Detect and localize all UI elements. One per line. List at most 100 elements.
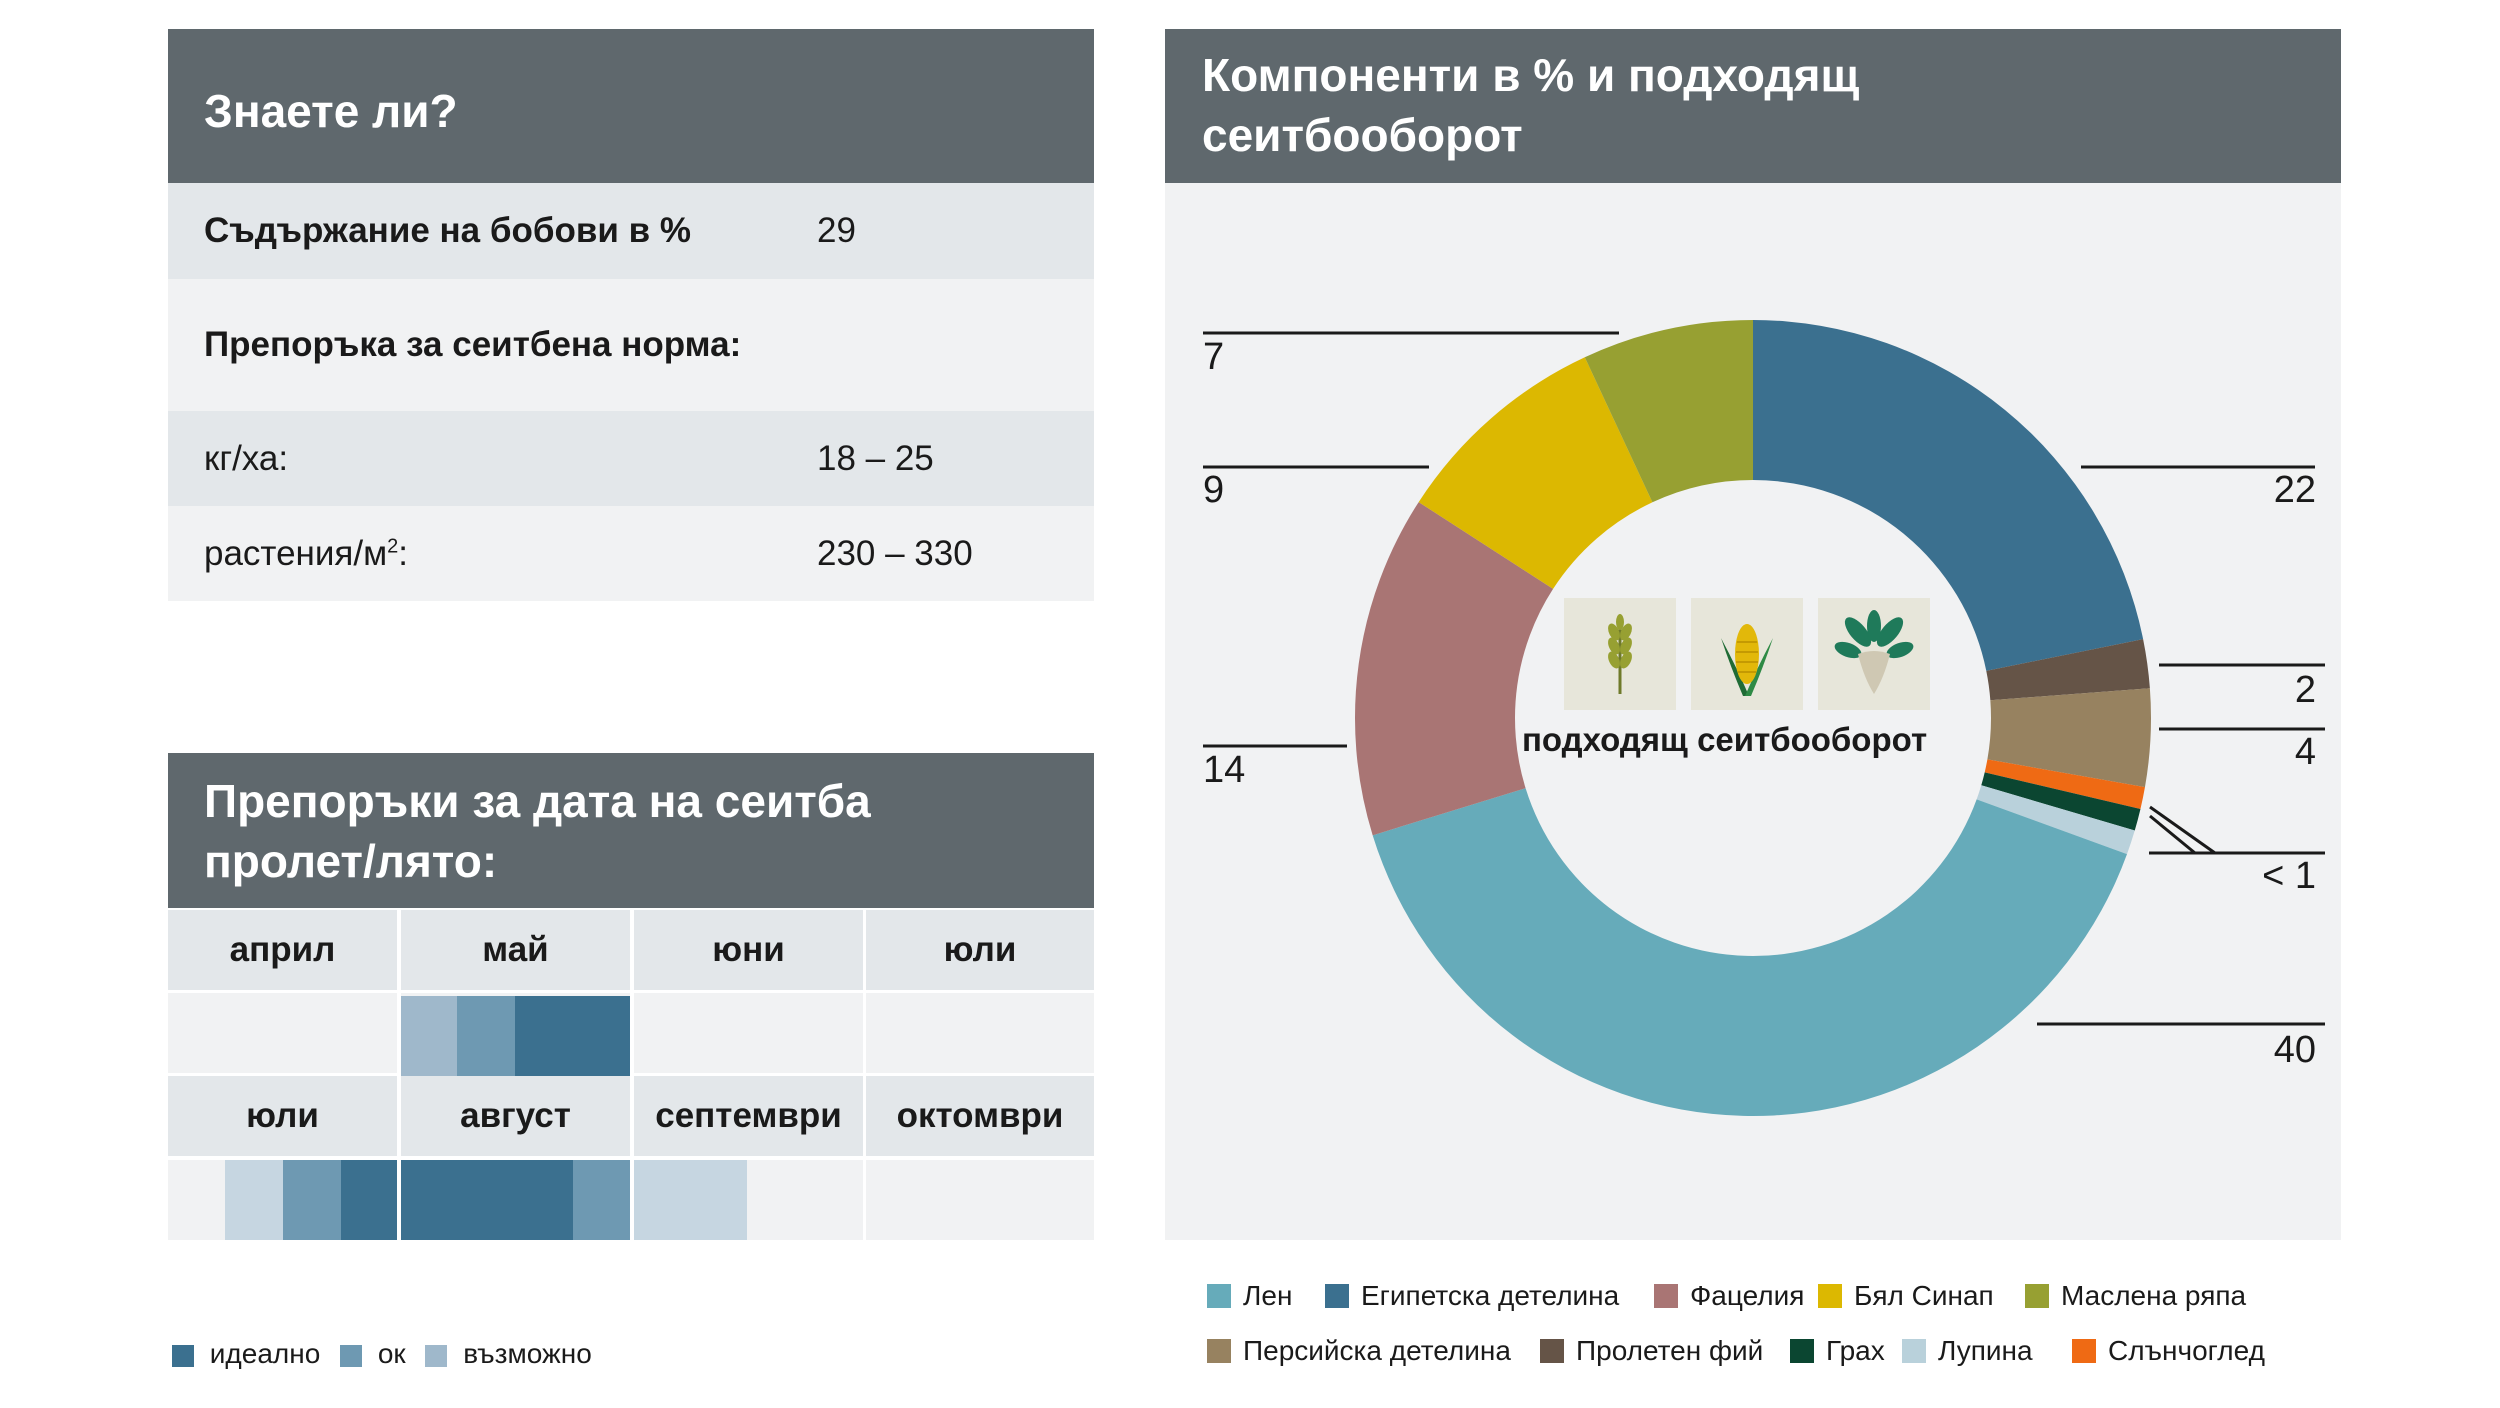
donut-slice <box>1372 788 2127 1116</box>
legend-swatch <box>1790 1339 1814 1363</box>
value-label: 40 <box>2273 1029 2316 1071</box>
month-cell: юли <box>866 910 1094 990</box>
value-label: 2 <box>2294 669 2316 711</box>
window-faint <box>634 1160 747 1240</box>
center-label: подходящ сеитбооборот <box>1522 721 1928 758</box>
kg-value: 18 – 25 <box>817 439 934 478</box>
legend-possible-swatch <box>425 1344 448 1367</box>
rate-row: Препоръка за сеитбена норма: <box>168 279 1094 411</box>
components-panel-title: Компоненти в % и подходящ сеитбооборот <box>1165 29 2341 183</box>
legend-label: Бял Синап <box>1854 1280 1994 1311</box>
month-cell: септември <box>634 1076 863 1156</box>
window-ideal <box>515 996 630 1076</box>
legend-swatch <box>2072 1339 2096 1363</box>
beet-icon <box>1818 598 1930 710</box>
legend-label: Лен <box>1243 1280 1293 1311</box>
legend-item: Слънчоглед <box>2072 1335 2265 1367</box>
plants-value: 230 – 330 <box>817 534 973 573</box>
donut-slice <box>1355 502 1554 836</box>
know-title-text: Знаете ли? <box>204 85 458 137</box>
legend-swatch <box>1325 1284 1349 1308</box>
legend-label: Пролетен фий <box>1576 1335 1764 1366</box>
leader-line <box>2149 814 2196 855</box>
window-ideal <box>401 1160 573 1240</box>
donut-chart <box>1203 320 2325 1116</box>
donut-slice <box>1984 759 2145 809</box>
legend-swatch <box>1818 1284 1842 1308</box>
donut-slice <box>1753 320 2144 671</box>
donut-slice <box>1976 785 2135 855</box>
legend-swatch <box>1654 1284 1678 1308</box>
legend-item: Маслена ряпа <box>2025 1280 2246 1312</box>
donut-slice <box>1584 320 1753 503</box>
value-label: 7 <box>1203 336 1225 378</box>
value-label: < 1 <box>2262 855 2316 897</box>
legend-item: Пролетен фий <box>1540 1335 1763 1367</box>
legend-swatch <box>1207 1339 1231 1363</box>
month-cell: май <box>401 910 630 990</box>
legend-item: Грах <box>1790 1335 1885 1367</box>
rate-label: Препоръка за сеитбена норма: <box>204 325 742 364</box>
donut-slice <box>1986 639 2150 701</box>
bar-cell <box>634 993 863 1073</box>
legend-swatch <box>1207 1284 1231 1308</box>
month-cell: август <box>401 1076 630 1156</box>
bar-cell <box>866 1160 1094 1240</box>
window-ok <box>573 1160 630 1240</box>
legend-ideal-label: идеално <box>209 1338 321 1369</box>
legend-label: Фацелия <box>1690 1280 1805 1311</box>
legend-item: Фацелия <box>1654 1280 1804 1312</box>
legend-possible-label: възможно <box>463 1338 592 1369</box>
legend-label: Персийска детелина <box>1243 1335 1511 1366</box>
legend-label: Египетска детелина <box>1361 1280 1620 1311</box>
dates-panel-title: Препоръки за дата на сеитба пролет/лято: <box>168 753 1094 908</box>
window-ok <box>283 1160 341 1240</box>
wheat-icon <box>1564 598 1676 710</box>
plants-label: растения/м2: <box>204 534 408 574</box>
legend-item: Лен <box>1207 1280 1292 1312</box>
legend-item: Лупина <box>1902 1335 2033 1367</box>
plants-sup: 2 <box>387 535 399 558</box>
legend-label: Лупина <box>1938 1335 2033 1366</box>
month-cell: октомври <box>866 1076 1094 1156</box>
value-label: 22 <box>2273 469 2316 511</box>
donut-slice <box>1981 772 2141 831</box>
components-title-line1: Компоненти в % и подходящ <box>1202 49 1860 101</box>
components-title-line2: сеитбооборот <box>1202 109 1523 161</box>
dates-legend: идеално ок възможно <box>172 1338 592 1370</box>
legume-value: 29 <box>817 211 856 250</box>
legume-row: Съдържание на бобови в % 29 <box>168 183 1094 279</box>
plants-colon: : <box>398 534 409 573</box>
legume-label: Съдържание на бобови в % <box>204 211 691 250</box>
leader-line <box>2149 805 2216 855</box>
legend-swatch <box>1902 1339 1926 1363</box>
month-cell: април <box>168 910 397 990</box>
value-label: 14 <box>1203 749 1246 791</box>
legend-item: Персийска детелина <box>1207 1335 1511 1367</box>
legend-ideal-swatch <box>172 1344 194 1367</box>
dates-title-line2: пролет/лято: <box>204 835 498 887</box>
components-chart-area: подходящ сеитбооборот 7 9 14 22 2 4 < 1 … <box>1165 183 2341 1240</box>
value-label: 9 <box>1203 469 1225 511</box>
legend-swatch <box>1540 1339 1564 1363</box>
plants-label-text: растения/м <box>204 534 388 573</box>
dates-title-line1: Препоръки за дата на сеитба <box>204 775 871 827</box>
bar-cell <box>866 993 1094 1073</box>
window-ideal <box>341 1160 397 1240</box>
plants-row: растения/м2: 230 – 330 <box>168 506 1094 601</box>
value-label: 4 <box>2294 731 2316 773</box>
window-possible <box>401 996 457 1076</box>
kg-label: кг/ха: <box>204 439 289 478</box>
legend-item: Бял Синап <box>1818 1280 1994 1312</box>
legend-label: Слънчоглед <box>2108 1335 2265 1366</box>
legend-label: Маслена ряпа <box>2061 1280 2247 1311</box>
month-cell: юли <box>168 1076 397 1156</box>
legend-ok-swatch <box>340 1344 363 1367</box>
legend-swatch <box>2025 1284 2049 1308</box>
bar-cell <box>168 993 397 1073</box>
know-panel-title: Знаете ли? <box>168 29 1094 183</box>
corn-icon <box>1691 598 1803 710</box>
kg-row: кг/ха: 18 – 25 <box>168 411 1094 506</box>
month-cell: юни <box>634 910 863 990</box>
donut-slice <box>1418 357 1653 589</box>
